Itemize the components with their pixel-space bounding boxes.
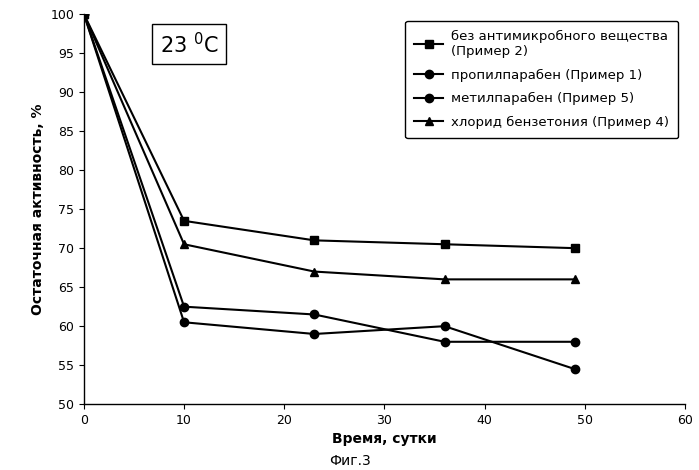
пропилпарабен (Пример 1) <box>80 11 88 17</box>
без антимикробного вещества
(Пример 2) <box>570 245 579 251</box>
Line: без антимикробного вещества
(Пример 2): без антимикробного вещества (Пример 2) <box>80 10 579 252</box>
Line: пропилпарабен (Пример 1): пропилпарабен (Пример 1) <box>80 10 579 346</box>
Line: хлорид бензетония (Пример 4): хлорид бензетония (Пример 4) <box>80 10 579 283</box>
Text: Фиг.3: Фиг.3 <box>329 454 370 468</box>
Legend: без антимикробного вещества
(Пример 2), пропилпарабен (Пример 1), метилпарабен (: без антимикробного вещества (Пример 2), … <box>405 21 679 138</box>
Text: 23 $^0$C: 23 $^0$C <box>160 31 218 57</box>
без антимикробного вещества
(Пример 2) <box>440 242 449 247</box>
хлорид бензетония (Пример 4) <box>80 11 88 17</box>
без антимикробного вещества
(Пример 2) <box>310 237 319 243</box>
X-axis label: Время, сутки: Время, сутки <box>332 432 437 446</box>
хлорид бензетония (Пример 4) <box>180 242 188 247</box>
без антимикробного вещества
(Пример 2) <box>80 11 88 17</box>
хлорид бензетония (Пример 4) <box>440 276 449 282</box>
хлорид бензетония (Пример 4) <box>570 276 579 282</box>
метилпарабен (Пример 5) <box>180 320 188 325</box>
метилпарабен (Пример 5) <box>440 323 449 329</box>
метилпарабен (Пример 5) <box>570 366 579 372</box>
метилпарабен (Пример 5) <box>80 11 88 17</box>
пропилпарабен (Пример 1) <box>570 339 579 345</box>
хлорид бензетония (Пример 4) <box>310 269 319 274</box>
без антимикробного вещества
(Пример 2) <box>180 218 188 224</box>
пропилпарабен (Пример 1) <box>180 304 188 309</box>
метилпарабен (Пример 5) <box>310 331 319 337</box>
пропилпарабен (Пример 1) <box>440 339 449 345</box>
пропилпарабен (Пример 1) <box>310 312 319 317</box>
Line: метилпарабен (Пример 5): метилпарабен (Пример 5) <box>80 10 579 373</box>
Y-axis label: Остаточная активность, %: Остаточная активность, % <box>31 103 45 315</box>
